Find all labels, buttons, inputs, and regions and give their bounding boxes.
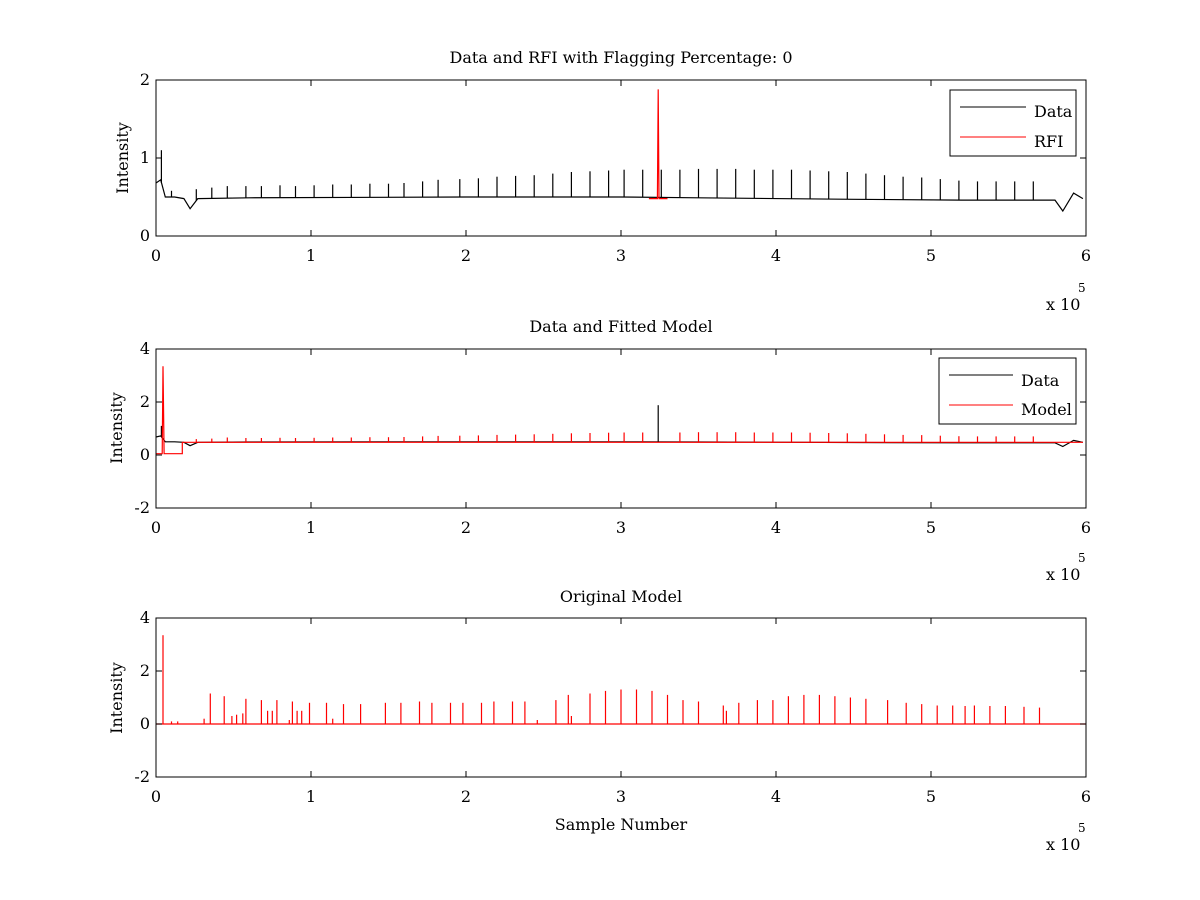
panel-3-xtick-label-4: 4 <box>771 787 781 806</box>
panel-3-x-multiplier-exponent: 5 <box>1078 821 1086 835</box>
panel-3-x-multiplier-base: x 10 <box>1046 835 1080 854</box>
panel-2-plot-lines <box>155 366 1084 455</box>
panel-2-xtick-label-4: 4 <box>771 518 781 537</box>
panel-2-x-multiplier-base: x 10 <box>1046 565 1080 584</box>
panel-2-xtick-label-3: 3 <box>616 518 626 537</box>
panel-3-x-multiplier: x 10 5 <box>1046 821 1086 854</box>
panel-2-x-multiplier-exponent: 5 <box>1078 551 1086 565</box>
panel-2-ytick-label-3: 4 <box>140 339 150 358</box>
panel-2-ylabel: Intensity <box>107 392 126 464</box>
panel-1-plot-lines <box>155 89 1084 213</box>
panel-3-ytick-label-0: -2 <box>134 767 150 786</box>
panel-1-ytick-label-0: 0 <box>140 226 150 245</box>
panel-1-xtick-label-5: 5 <box>926 246 936 265</box>
panel-1-x-multiplier-base: x 10 <box>1046 295 1080 314</box>
panel-1-xtick-label-3: 3 <box>616 246 626 265</box>
panel-1-legend-rfi-label: RFI <box>1034 132 1063 151</box>
panel-3-plot-lines <box>156 635 1086 725</box>
panel-1-axes-box <box>155 79 1087 237</box>
panel-3-xtick-label-6: 6 <box>1081 787 1091 806</box>
panel-2-xtick-label-6: 6 <box>1081 518 1091 537</box>
panel-1-xtick-label-0: 0 <box>151 246 161 265</box>
panel-2-xtick-label-2: 2 <box>461 518 471 537</box>
panel-3-xtick-label-1: 1 <box>306 787 316 806</box>
panel-1-legend-data-label: Data <box>1034 102 1073 121</box>
panel-2-legend-box <box>938 357 1077 425</box>
panel-1-x-multiplier: x 10 5 <box>1046 281 1086 314</box>
panel-2-legend-model-label: Model <box>1021 400 1072 419</box>
panel-3-axes-box <box>155 617 1087 778</box>
panel-2-ytick-label-0: -2 <box>134 498 150 517</box>
panel-1: Data and RFI with Flagging Percentage: 0… <box>113 48 1091 314</box>
panel-1-xtick-label-4: 4 <box>771 246 781 265</box>
panel-3-ytick-label-1: 0 <box>140 714 150 733</box>
panel-2: Data and Fitted Model Intensity 0 1 2 3 4 5 6 -… <box>107 317 1091 584</box>
panel-1-legend: Data RFI <box>949 89 1077 157</box>
panel-1-xtick-label-1: 1 <box>306 246 316 265</box>
panel-1-ytick-label-1: 1 <box>140 148 150 167</box>
panel-2-legend-data-label: Data <box>1021 371 1060 390</box>
panel-2-ytick-label-1: 0 <box>140 445 150 464</box>
panel-3-ytick-label-2: 2 <box>140 661 150 680</box>
panel-2-axes-box <box>155 348 1087 509</box>
panel-1-xtick-label-6: 6 <box>1081 246 1091 265</box>
panel-1-series-1-line <box>648 89 668 200</box>
panel-3-xtick-label-0: 0 <box>151 787 161 806</box>
panel-2-title: Data and Fitted Model <box>529 317 712 336</box>
panel-2-xtick-label-5: 5 <box>926 518 936 537</box>
panel-1-x-multiplier-exponent: 5 <box>1078 281 1086 295</box>
panel-2-legend: Data Model <box>938 357 1077 425</box>
panel-3-xlabel: Sample Number <box>555 815 688 834</box>
panel-3-xtick-label-5: 5 <box>926 787 936 806</box>
panel-3: Original Model Intensity Sample Number 0… <box>107 587 1091 854</box>
panel-3-ylabel: Intensity <box>107 662 126 734</box>
panel-1-ytick-label-2: 2 <box>140 70 150 89</box>
panel-3-ytick-label-3: 4 <box>140 608 150 627</box>
panel-2-series-1-line <box>156 366 1083 455</box>
panel-1-ylabel: Intensity <box>113 122 132 194</box>
panel-3-title: Original Model <box>560 587 682 606</box>
panel-3-xtick-label-2: 2 <box>461 787 471 806</box>
panel-1-legend-box <box>949 89 1077 157</box>
panel-1-title: Data and RFI with Flagging Percentage: 0 <box>449 48 792 67</box>
panel-2-xtick-label-0: 0 <box>151 518 161 537</box>
panel-2-xtick-label-1: 1 <box>306 518 316 537</box>
panel-3-xtick-label-3: 3 <box>616 787 626 806</box>
panel-2-x-multiplier: x 10 5 <box>1046 551 1086 584</box>
panel-2-ytick-label-2: 2 <box>140 392 150 411</box>
panel-1-xtick-label-2: 2 <box>461 246 471 265</box>
